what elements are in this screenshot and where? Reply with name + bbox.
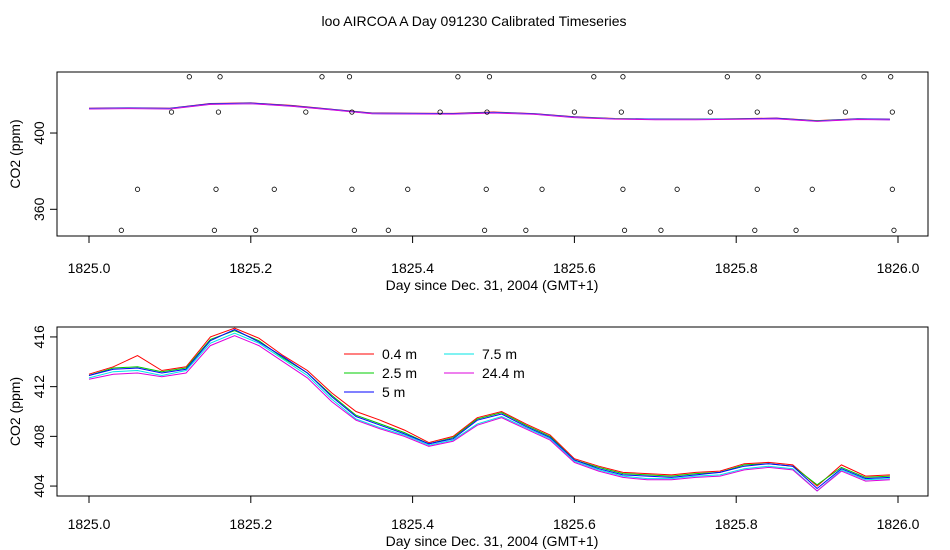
data-point	[793, 227, 799, 233]
y-axis: 360 400 CO2 (ppm)	[7, 119, 57, 221]
data-point	[483, 186, 489, 192]
top-panel: 1825.0 1825.2 1825.4 1825.6 1825.8 1826.0 Day …	[7, 71, 929, 293]
data-point	[707, 109, 713, 115]
data-point	[724, 74, 730, 80]
data-point	[620, 186, 626, 192]
data-point	[674, 186, 680, 192]
series-line	[88, 328, 890, 490]
data-point	[134, 186, 141, 192]
data-point	[351, 227, 357, 233]
data-point	[168, 109, 175, 115]
x-tick-label: 1826.0	[877, 260, 920, 276]
data-point	[571, 109, 578, 115]
x-tick-label: 1825.8	[715, 516, 758, 532]
data-point	[213, 186, 219, 192]
data-point	[889, 186, 895, 192]
data-point	[346, 74, 353, 80]
data-point	[591, 74, 597, 80]
data-point	[620, 74, 626, 80]
data-point	[842, 109, 849, 115]
data-point	[618, 109, 624, 115]
x-axis-label: Day since Dec. 31, 2004 (GMT+1)	[386, 277, 599, 293]
data-point	[405, 186, 411, 192]
x-tick-label: 1825.6	[553, 516, 596, 532]
y-tick-label: 360	[31, 197, 47, 221]
data-point	[349, 186, 355, 192]
data-point	[482, 227, 488, 233]
y-tick-label: 416	[31, 325, 47, 349]
bottom-panel: 1825.0 1825.2 1825.4 1825.6 1825.8 1826.0 Day …	[7, 325, 929, 549]
data-point	[215, 109, 222, 115]
marker-points	[118, 74, 897, 233]
data-point	[754, 109, 760, 115]
data-point	[523, 227, 529, 233]
data-point	[253, 227, 259, 233]
series-line	[88, 332, 890, 492]
data-point	[385, 227, 391, 233]
y-tick-label: 400	[31, 121, 47, 145]
y-axis: 404 408 412 416 CO2 (ppm)	[7, 325, 57, 498]
x-tick-label: 1825.0	[68, 260, 111, 276]
series-line	[88, 327, 890, 487]
series-lines	[88, 102, 890, 122]
data-point	[539, 186, 545, 192]
legend-label: 0.4 m	[382, 346, 417, 362]
data-point	[349, 109, 355, 115]
legend-label: 24.4 m	[482, 365, 525, 381]
series-line	[88, 335, 890, 492]
data-point	[303, 109, 309, 115]
data-point	[752, 227, 758, 233]
series-line	[88, 103, 890, 122]
data-point	[891, 227, 897, 233]
x-tick-label: 1826.0	[877, 516, 920, 532]
y-tick-label: 408	[31, 424, 47, 448]
data-point	[186, 74, 192, 80]
y-tick-label: 412	[31, 375, 47, 399]
x-tick-label: 1825.4	[391, 260, 434, 276]
x-tick-label: 1825.4	[391, 516, 434, 532]
data-point	[437, 109, 443, 115]
data-point	[809, 186, 815, 192]
legend-label: 2.5 m	[382, 365, 417, 381]
x-tick-label: 1825.2	[229, 516, 272, 532]
data-point	[621, 227, 628, 233]
legend: 0.4 m 2.5 m 5 m 7.5 m 24.4 m	[344, 346, 525, 400]
data-point	[211, 227, 217, 233]
x-axis: 1825.0 1825.2 1825.4 1825.6 1825.8 1826.0 Day …	[68, 235, 920, 293]
data-point	[888, 74, 894, 80]
x-tick-label: 1825.8	[715, 260, 758, 276]
x-tick-label: 1825.6	[553, 260, 596, 276]
data-point	[486, 74, 493, 80]
data-point	[319, 74, 325, 80]
data-point	[889, 109, 895, 115]
y-axis-label: CO2 (ppm)	[7, 377, 23, 446]
data-point	[271, 186, 277, 192]
y-axis-label: CO2 (ppm)	[7, 119, 23, 188]
y-tick-label: 404	[31, 474, 47, 498]
data-point	[455, 74, 461, 80]
series-lines	[88, 327, 890, 492]
figure-title: loo AIRCOA A Day 091230 Calibrated Times…	[321, 13, 626, 29]
data-point	[484, 109, 490, 115]
data-point	[755, 74, 761, 80]
x-axis: 1825.0 1825.2 1825.4 1825.6 1825.8 1826.0 Day …	[68, 495, 920, 549]
data-point	[118, 227, 124, 233]
legend-label: 7.5 m	[482, 346, 517, 362]
legend-label: 5 m	[382, 384, 405, 400]
data-point	[861, 74, 867, 80]
x-tick-label: 1825.0	[68, 516, 111, 532]
data-point	[217, 74, 223, 80]
plot-frame	[56, 71, 929, 237]
data-point	[754, 186, 760, 192]
x-tick-label: 1825.2	[229, 260, 272, 276]
x-axis-label: Day since Dec. 31, 2004 (GMT+1)	[386, 533, 599, 549]
data-point	[658, 227, 664, 233]
